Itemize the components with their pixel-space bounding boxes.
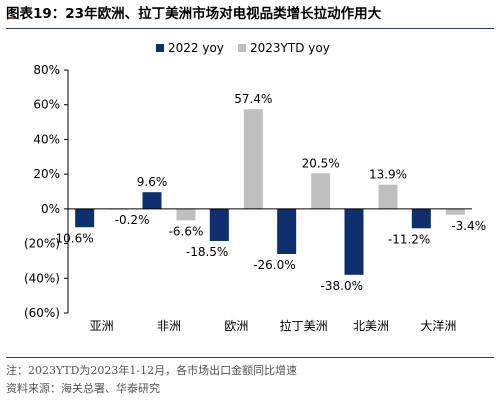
bar bbox=[75, 208, 95, 228]
bar bbox=[176, 208, 196, 221]
chart-title: 图表19：23年欧洲、拉丁美洲市场对电视品类增长拉动作用大 bbox=[6, 6, 382, 22]
data-label: 13.9% bbox=[369, 168, 407, 182]
x-category-label: 亚洲 bbox=[90, 319, 114, 333]
y-tick-label: (20%) bbox=[24, 237, 60, 251]
data-label: 20.5% bbox=[302, 156, 340, 170]
x-category-label: 拉丁美洲 bbox=[280, 318, 328, 333]
data-label: -3.4% bbox=[451, 219, 486, 233]
y-tick-label: (40%) bbox=[24, 271, 60, 285]
x-category-label: 非洲 bbox=[157, 319, 181, 333]
data-label: -26.0% bbox=[253, 258, 295, 272]
bar bbox=[243, 109, 263, 209]
bar bbox=[209, 208, 229, 241]
data-label: -0.2% bbox=[115, 213, 150, 227]
y-tick-label: 20% bbox=[33, 167, 60, 181]
y-tick-label: (60%) bbox=[24, 306, 60, 320]
data-label: 57.4% bbox=[234, 92, 272, 106]
data-label: -18.5% bbox=[186, 245, 228, 259]
bar bbox=[142, 192, 162, 209]
x-category-label: 北美洲 bbox=[353, 319, 389, 333]
bar bbox=[378, 184, 398, 209]
data-label: -6.6% bbox=[169, 224, 204, 238]
x-category-label: 欧洲 bbox=[224, 319, 248, 333]
y-tick-label: 40% bbox=[33, 132, 60, 146]
legend-entry: 2023YTD yoy bbox=[250, 41, 330, 55]
source-note: 资料来源：海关总署、华泰研究 bbox=[6, 382, 160, 395]
bar-chart: 80% 60% 40% 20% 0% (20%) (40%) (60%) -10.6% -0.2%… bbox=[24, 41, 486, 333]
y-tick-label: 80% bbox=[33, 63, 60, 77]
bar bbox=[344, 208, 364, 275]
legend-swatch bbox=[156, 44, 164, 52]
footer-rule bbox=[6, 357, 494, 358]
legend-swatch bbox=[238, 44, 246, 52]
title-rule bbox=[6, 28, 494, 29]
bar bbox=[445, 208, 465, 215]
x-category-label: 大洋洲 bbox=[420, 318, 456, 333]
data-label: -10.6% bbox=[51, 231, 93, 245]
bar bbox=[411, 208, 431, 229]
bar bbox=[311, 173, 331, 209]
data-label: -38.0% bbox=[321, 279, 363, 293]
data-label: -11.2% bbox=[388, 232, 430, 246]
legend-entry: 2022 yoy bbox=[168, 41, 224, 55]
footnote: 注：2023YTD为2023年1-12月，各市场出口金额同比增速 bbox=[6, 364, 298, 377]
bar bbox=[277, 208, 297, 254]
y-tick-label: 0% bbox=[41, 202, 60, 216]
y-tick-label: 60% bbox=[33, 98, 60, 112]
data-label: 9.6% bbox=[137, 175, 168, 189]
